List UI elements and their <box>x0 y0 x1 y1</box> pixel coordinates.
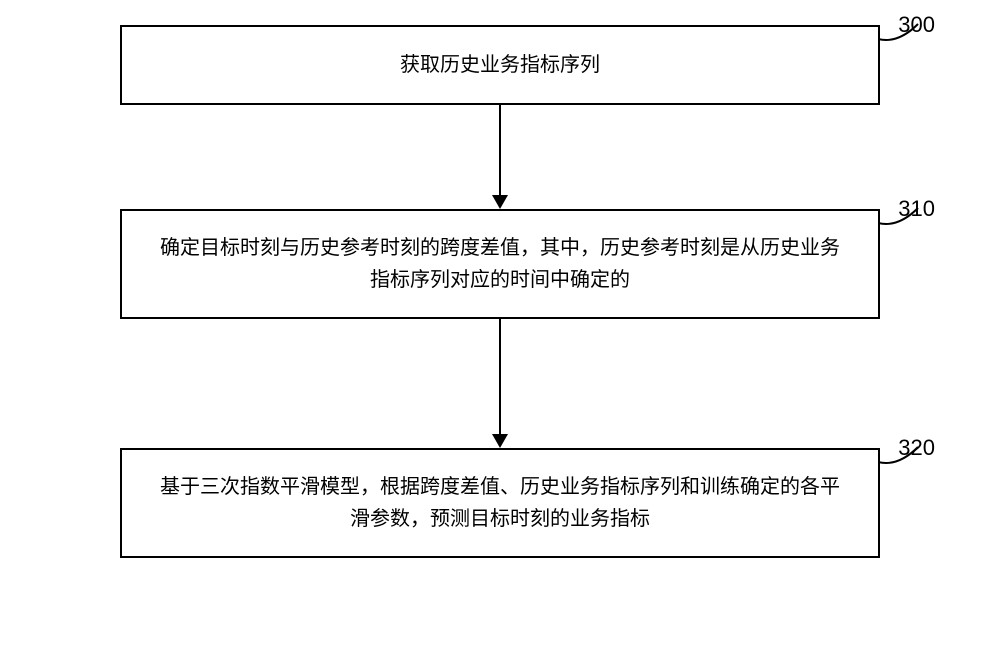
flowchart-node-310: 确定目标时刻与历史参考时刻的跨度差值，其中，历史参考时刻是从历史业务指标序列对应… <box>120 209 880 319</box>
flowchart-arrow <box>492 105 508 209</box>
arrow-head-icon <box>492 434 508 448</box>
node-label-300: 300 <box>898 12 935 38</box>
flowchart-node-320: 基于三次指数平滑模型，根据跨度差值、历史业务指标序列和训练确定的各平滑参数，预测… <box>120 448 880 558</box>
arrow-line <box>499 319 501 434</box>
node-text: 基于三次指数平滑模型，根据跨度差值、历史业务指标序列和训练确定的各平滑参数，预测… <box>152 471 848 535</box>
node-text: 确定目标时刻与历史参考时刻的跨度差值，其中，历史参考时刻是从历史业务指标序列对应… <box>152 232 848 296</box>
arrow-head-icon <box>492 195 508 209</box>
flowchart-arrow <box>492 319 508 448</box>
node-text: 获取历史业务指标序列 <box>400 49 600 81</box>
flowchart-container: 获取历史业务指标序列 300 确定目标时刻与历史参考时刻的跨度差值，其中，历史参… <box>60 25 940 558</box>
node-label-320: 320 <box>898 435 935 461</box>
node-label-310: 310 <box>898 196 935 222</box>
flowchart-node-300: 获取历史业务指标序列 <box>120 25 880 105</box>
arrow-line <box>499 105 501 195</box>
